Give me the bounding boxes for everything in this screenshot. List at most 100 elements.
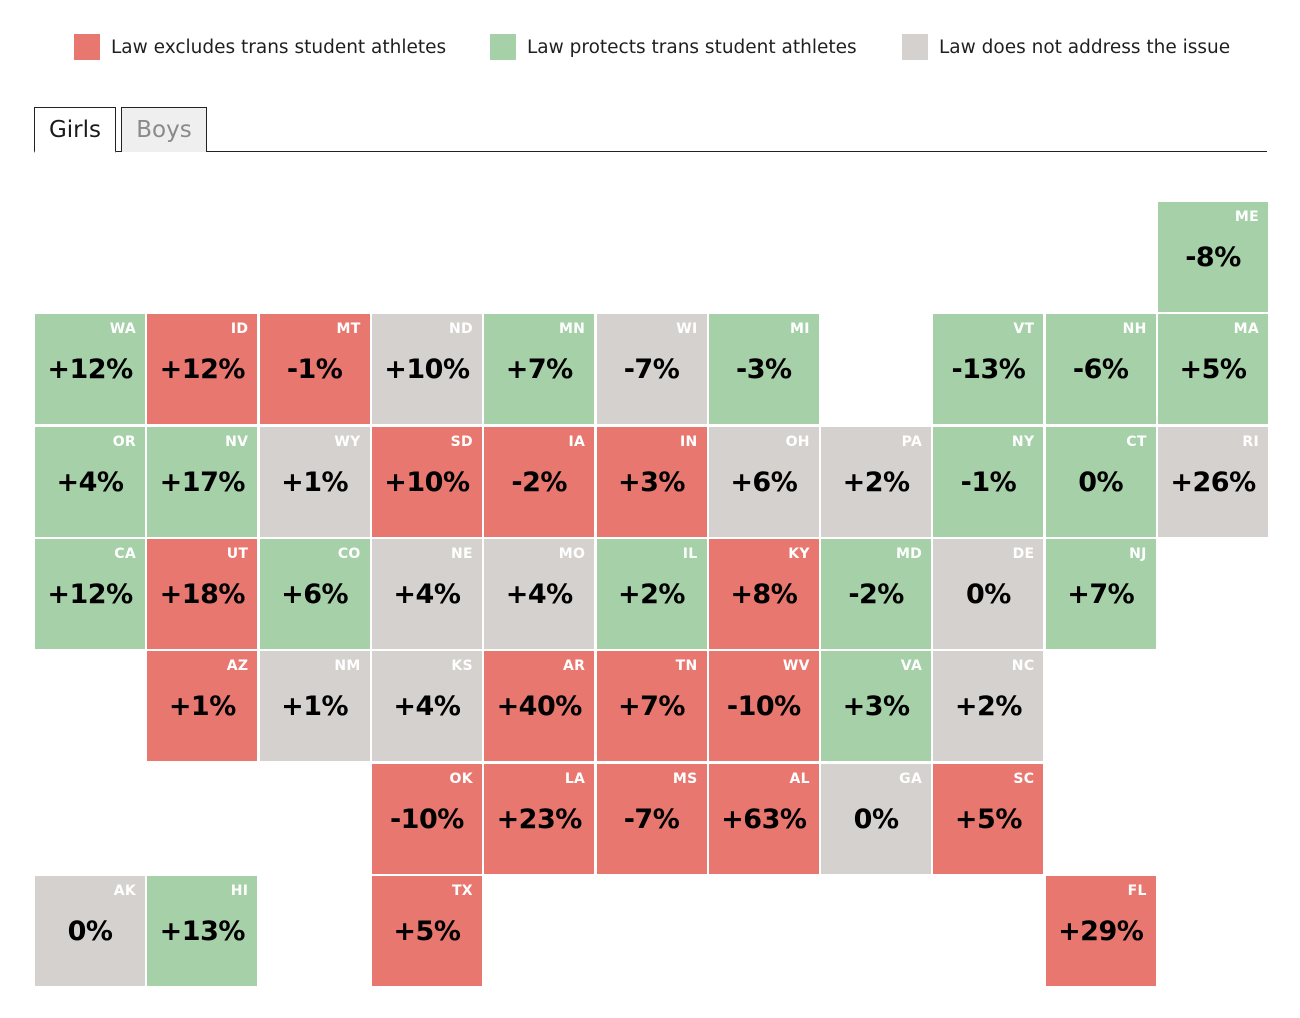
state-abbr: ME [1234, 209, 1259, 225]
tab-boys[interactable]: Boys [121, 107, 207, 152]
state-tile-ky[interactable]: KY +8% [708, 538, 819, 649]
state-abbr: MA [1233, 321, 1259, 338]
state-tile-il[interactable]: IL +2% [596, 538, 707, 649]
state-tile-ut[interactable]: UT +18% [147, 538, 258, 649]
state-change-value: +29% [1058, 915, 1144, 947]
state-tile-al[interactable]: AL +63% [708, 763, 819, 874]
state-tile-hi[interactable]: HI +13% [147, 875, 258, 986]
state-tile-mo[interactable]: MO +4% [484, 538, 595, 649]
state-tile-ak[interactable]: AK 0% [35, 875, 145, 986]
state-change-value: +5% [393, 915, 461, 947]
state-abbr: OK [449, 770, 473, 787]
state-tile-ca[interactable]: CA +12% [35, 538, 145, 649]
state-abbr: NY [1011, 433, 1035, 450]
state-tile-nv[interactable]: NV +17% [147, 426, 258, 537]
state-change-value: +3% [842, 691, 910, 723]
state-change-value: +4% [393, 691, 461, 723]
state-tile-in[interactable]: IN +3% [596, 426, 707, 537]
state-abbr: IN [679, 433, 698, 450]
state-tile-mi[interactable]: MI -3% [708, 314, 819, 425]
state-tile-ks[interactable]: KS +4% [371, 651, 482, 762]
state-change-value: -8% [1185, 242, 1241, 273]
state-change-value: +2% [618, 578, 685, 610]
state-change-value: +10% [384, 466, 470, 498]
state-change-value: +6% [730, 466, 798, 498]
state-tile-tx[interactable]: TX +5% [371, 875, 482, 986]
state-abbr: WI [676, 321, 698, 338]
state-change-value: +1% [281, 691, 349, 723]
state-tile-tn[interactable]: TN +7% [596, 651, 707, 762]
state-tile-nm[interactable]: NM +1% [259, 651, 370, 762]
state-change-value: +17% [159, 466, 246, 498]
state-tile-ct[interactable]: CT 0% [1045, 426, 1156, 537]
state-tile-az[interactable]: AZ +1% [147, 651, 258, 762]
state-tile-or[interactable]: OR +4% [35, 426, 145, 537]
state-abbr: IA [568, 433, 586, 450]
state-change-value: -10% [726, 691, 801, 723]
state-abbr: AL [789, 770, 810, 787]
state-tile-nc[interactable]: NC +2% [933, 651, 1044, 762]
state-tile-nh[interactable]: NH -6% [1045, 314, 1156, 425]
state-tile-oh[interactable]: OH +6% [708, 426, 819, 537]
state-tile-ok[interactable]: OK -10% [371, 763, 482, 874]
state-change-value: +40% [496, 691, 583, 723]
legend-swatch-protects [490, 34, 516, 60]
state-tile-ny[interactable]: NY -1% [933, 426, 1044, 537]
state-abbr: AZ [226, 658, 249, 675]
state-tile-nj[interactable]: NJ +7% [1045, 538, 1156, 649]
state-abbr: UT [226, 545, 249, 562]
state-abbr: VT [1013, 321, 1035, 338]
state-change-value: +26% [1170, 466, 1256, 498]
state-tile-ma[interactable]: MA +5% [1158, 314, 1268, 425]
legend-item-protects: Law protects trans student athletes [490, 34, 857, 60]
state-tile-ri[interactable]: RI +26% [1158, 426, 1268, 537]
state-tile-la[interactable]: LA +23% [484, 763, 595, 874]
state-abbr: NJ [1129, 545, 1147, 562]
state-tile-sd[interactable]: SD +10% [371, 426, 482, 537]
state-tile-nd[interactable]: ND +10% [371, 314, 482, 425]
state-tile-co[interactable]: CO +6% [259, 538, 370, 649]
state-abbr: ID [230, 321, 249, 338]
state-tile-md[interactable]: MD -2% [821, 538, 932, 649]
state-abbr: NC [1011, 658, 1035, 675]
state-tile-wy[interactable]: WY +1% [259, 426, 370, 537]
state-change-value: +23% [496, 803, 583, 835]
state-tile-me[interactable]: ME -8% [1158, 202, 1268, 312]
state-tile-sc[interactable]: SC +5% [933, 763, 1044, 874]
state-abbr: WA [109, 321, 136, 338]
state-abbr: DE [1012, 545, 1035, 562]
state-tile-ar[interactable]: AR +40% [484, 651, 595, 762]
state-abbr: SD [450, 433, 473, 450]
state-change-value: +12% [47, 354, 133, 386]
state-change-value: +12% [159, 354, 246, 386]
state-tile-ga[interactable]: GA 0% [821, 763, 932, 874]
state-abbr: TN [675, 658, 698, 675]
state-tile-mt[interactable]: MT -1% [259, 314, 370, 425]
state-change-value: +1% [281, 466, 349, 498]
state-abbr: TX [451, 882, 473, 899]
state-tile-ia[interactable]: IA -2% [484, 426, 595, 537]
state-abbr: CO [337, 545, 361, 562]
state-abbr: CA [114, 545, 136, 562]
state-change-value: +63% [721, 803, 807, 835]
state-abbr: CT [1126, 433, 1147, 450]
state-abbr: NM [334, 658, 361, 675]
state-abbr: KY [788, 545, 810, 562]
state-tile-wi[interactable]: WI -7% [596, 314, 707, 425]
state-tile-mn[interactable]: MN +7% [484, 314, 595, 425]
state-abbr: NH [1122, 321, 1147, 338]
state-abbr: HI [230, 882, 249, 899]
state-tile-id[interactable]: ID +12% [147, 314, 258, 425]
legend-label-excludes: Law excludes trans student athletes [111, 36, 447, 58]
state-tile-va[interactable]: VA +3% [821, 651, 932, 762]
state-tile-wa[interactable]: WA +12% [35, 314, 145, 425]
state-tile-ms[interactable]: MS -7% [596, 763, 707, 874]
tab-girls[interactable]: Girls [34, 107, 116, 153]
state-tile-fl[interactable]: FL +29% [1045, 875, 1156, 986]
state-tile-ne[interactable]: NE +4% [371, 538, 482, 649]
state-tile-pa[interactable]: PA +2% [821, 426, 932, 537]
state-tile-wv[interactable]: WV -10% [708, 651, 819, 762]
state-tile-vt[interactable]: VT -13% [933, 314, 1044, 425]
state-change-value: -7% [623, 803, 680, 835]
state-tile-de[interactable]: DE 0% [933, 538, 1044, 649]
